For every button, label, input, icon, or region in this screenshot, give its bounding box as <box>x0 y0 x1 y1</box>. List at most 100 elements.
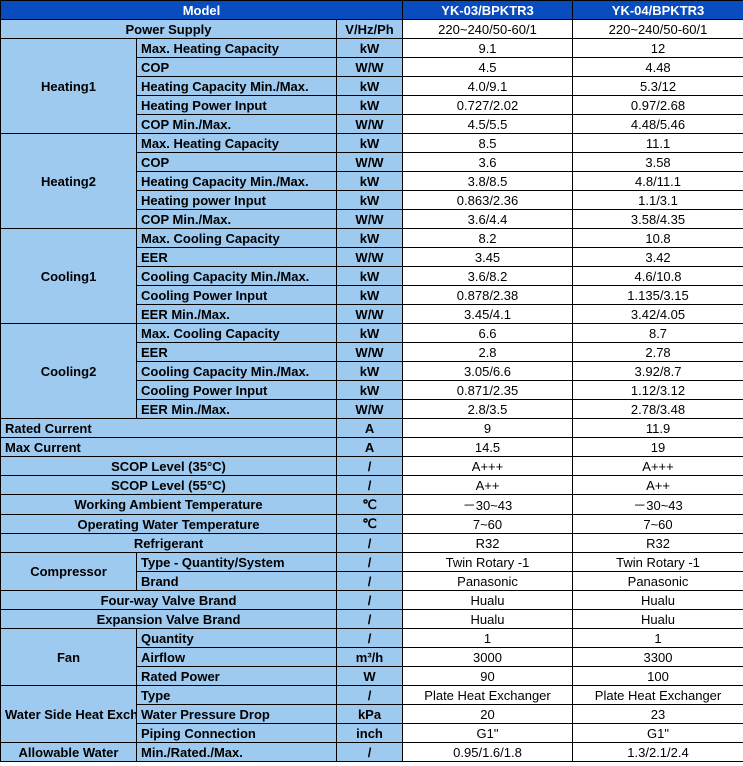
param-unit: / <box>337 686 403 705</box>
single-v2: A++ <box>573 476 743 495</box>
param-unit: W/W <box>337 115 403 134</box>
param-label: Rated Power <box>137 667 337 686</box>
param-label: Brand <box>137 572 337 591</box>
param-unit: W/W <box>337 248 403 267</box>
param-v1: Panasonic <box>403 572 573 591</box>
param-unit: W/W <box>337 58 403 77</box>
param-unit: inch <box>337 724 403 743</box>
param-unit: kW <box>337 191 403 210</box>
single-label: Max Current <box>1 438 337 457</box>
param-unit: / <box>337 743 403 762</box>
param-label: EER Min./Max. <box>137 305 337 324</box>
param-label: Cooling Power Input <box>137 286 337 305</box>
param-label: Quantity <box>137 629 337 648</box>
single-v2: －30~43 <box>573 495 743 515</box>
param-label: Water Pressure Drop <box>137 705 337 724</box>
single-label: Working Ambient Temperature <box>1 495 337 515</box>
param-unit: / <box>337 572 403 591</box>
param-unit: kW <box>337 324 403 343</box>
group-Heating1: Heating1 <box>1 39 137 134</box>
param-v1: 9.1 <box>403 39 573 58</box>
param-unit: kW <box>337 286 403 305</box>
param-v1: 4.5 <box>403 58 573 77</box>
param-v2: 12 <box>573 39 743 58</box>
param-unit: kW <box>337 39 403 58</box>
param-unit: / <box>337 629 403 648</box>
single-v2: 19 <box>573 438 743 457</box>
group-Heating2: Heating2 <box>1 134 137 229</box>
param-v2: 10.8 <box>573 229 743 248</box>
param-unit: W/W <box>337 153 403 172</box>
param-v1: 3.6/4.4 <box>403 210 573 229</box>
param-v2: 3.42 <box>573 248 743 267</box>
param-label: Max. Heating Capacity <box>137 39 337 58</box>
single-v2: Hualu <box>573 591 743 610</box>
single-unit: / <box>337 591 403 610</box>
param-label: Type <box>137 686 337 705</box>
param-label: COP <box>137 58 337 77</box>
group-Cooling2: Cooling2 <box>1 324 137 419</box>
single-unit: / <box>337 610 403 629</box>
single-v1: R32 <box>403 534 573 553</box>
single-unit: A <box>337 438 403 457</box>
single-v1: Hualu <box>403 591 573 610</box>
single-label: Expansion Valve Brand <box>1 610 337 629</box>
param-label: EER Min./Max. <box>137 400 337 419</box>
param-v1: 20 <box>403 705 573 724</box>
param-label: Max. Cooling Capacity <box>137 229 337 248</box>
group-Fan: Fan <box>1 629 137 686</box>
param-v2: 1.1/3.1 <box>573 191 743 210</box>
param-v2: 3300 <box>573 648 743 667</box>
single-v2: 11.9 <box>573 419 743 438</box>
single-v1: 14.5 <box>403 438 573 457</box>
param-unit: W/W <box>337 305 403 324</box>
param-v2: G1" <box>573 724 743 743</box>
param-v2: 3.42/4.05 <box>573 305 743 324</box>
param-unit: kW <box>337 134 403 153</box>
group-Cooling1: Cooling1 <box>1 229 137 324</box>
param-v1: 0.878/2.38 <box>403 286 573 305</box>
param-label: Min./Rated./Max. <box>137 743 337 762</box>
single-v1: A+++ <box>403 457 573 476</box>
single-label: Rated Current <box>1 419 337 438</box>
param-label: Heating power Input <box>137 191 337 210</box>
param-v2: 4.6/10.8 <box>573 267 743 286</box>
param-unit: W/W <box>337 400 403 419</box>
single-unit: / <box>337 534 403 553</box>
single-unit: A <box>337 419 403 438</box>
param-v2: 3.58/4.35 <box>573 210 743 229</box>
param-v2: 4.8/11.1 <box>573 172 743 191</box>
param-label: Max. Heating Capacity <box>137 134 337 153</box>
power-supply-unit: V/Hz/Ph <box>337 20 403 39</box>
header-model: Model <box>1 1 403 20</box>
param-v2: 3.92/8.7 <box>573 362 743 381</box>
param-v2: 4.48 <box>573 58 743 77</box>
single-unit: ℃ <box>337 515 403 534</box>
param-label: Airflow <box>137 648 337 667</box>
param-v1: 2.8/3.5 <box>403 400 573 419</box>
header-model1: YK-03/BPKTR3 <box>403 1 573 20</box>
group-Compressor: Compressor <box>1 553 137 591</box>
param-v2: Panasonic <box>573 572 743 591</box>
param-label: Piping Connection <box>137 724 337 743</box>
param-v1: G1" <box>403 724 573 743</box>
param-unit: kPa <box>337 705 403 724</box>
param-v2: 4.48/5.46 <box>573 115 743 134</box>
param-v2: Plate Heat Exchanger <box>573 686 743 705</box>
param-v2: 100 <box>573 667 743 686</box>
power-supply-v1: 220~240/50-60/1 <box>403 20 573 39</box>
param-unit: m³/h <box>337 648 403 667</box>
param-label: COP <box>137 153 337 172</box>
param-v1: 3.6 <box>403 153 573 172</box>
single-label: SCOP Level (35°C) <box>1 457 337 476</box>
param-label: Cooling Capacity Min./Max. <box>137 362 337 381</box>
single-v2: Hualu <box>573 610 743 629</box>
power-supply-label: Power Supply <box>1 20 337 39</box>
param-v1: 6.6 <box>403 324 573 343</box>
single-label: Refrigerant <box>1 534 337 553</box>
single-v1: －30~43 <box>403 495 573 515</box>
single-v1: Hualu <box>403 610 573 629</box>
param-v2: 8.7 <box>573 324 743 343</box>
param-v1: 3000 <box>403 648 573 667</box>
single-v2: A+++ <box>573 457 743 476</box>
